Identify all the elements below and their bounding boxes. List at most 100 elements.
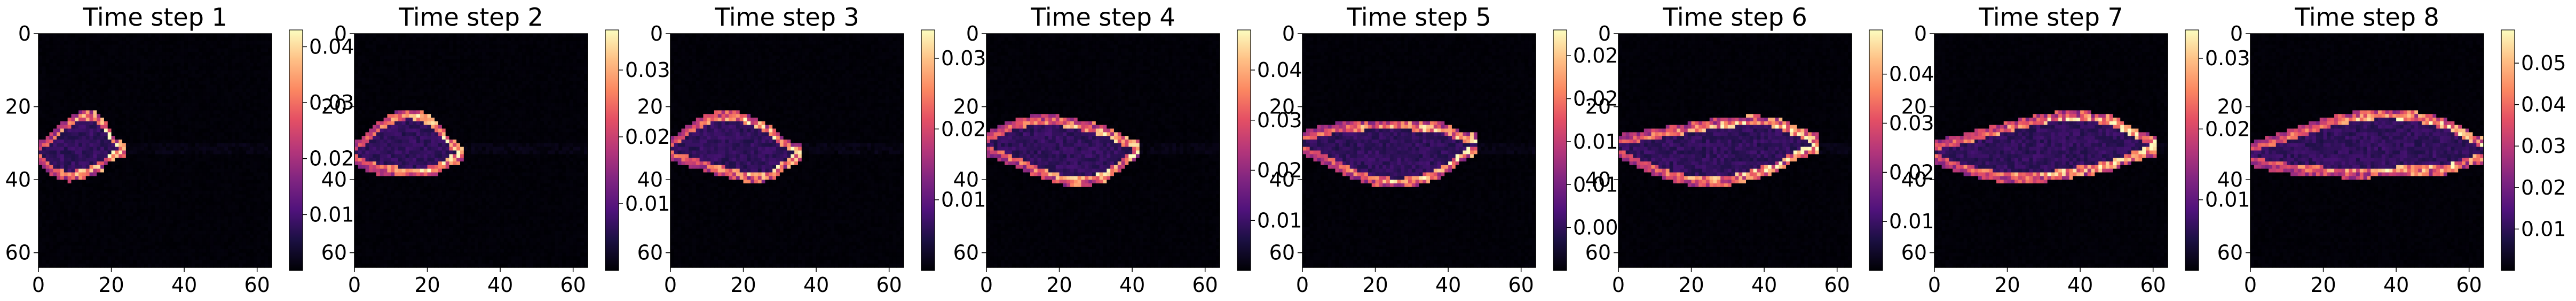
heatmap-cell (191, 146, 196, 151)
heatmap-cell (60, 106, 65, 111)
heatmap-cell (180, 55, 185, 60)
heatmap-cell (220, 158, 225, 162)
heatmap-cell (202, 227, 207, 231)
heatmap-cell (260, 52, 265, 56)
heatmap-cell (562, 74, 566, 78)
heatmap-cell (129, 198, 134, 202)
heatmap-cell (260, 242, 265, 246)
heatmap-cell (38, 154, 43, 158)
heatmap-cell (38, 168, 43, 173)
heatmap-cell (253, 48, 258, 52)
heatmap-cell (562, 66, 566, 71)
heatmap-cell (75, 146, 79, 151)
heatmap-cell (122, 92, 127, 96)
heatmap-cell (361, 44, 366, 49)
heatmap-cell (253, 238, 258, 242)
heatmap-cell (85, 146, 90, 151)
heatmap-cell (518, 55, 523, 60)
heatmap-cell (115, 125, 119, 129)
heatmap-cell (42, 190, 46, 195)
heatmap-cell (173, 70, 178, 74)
heatmap-cell (82, 220, 86, 224)
heatmap-cell (228, 158, 232, 162)
heatmap-cell (369, 44, 373, 49)
heatmap-cell (122, 44, 127, 49)
heatmap-cell (471, 81, 475, 86)
heatmap-cell (93, 106, 97, 111)
heatmap-cell (242, 106, 247, 111)
heatmap-cell (85, 63, 90, 67)
heatmap-cell (42, 209, 46, 213)
heatmap-cell (391, 41, 395, 45)
heatmap-cell (242, 245, 247, 250)
heatmap-cell (115, 37, 119, 42)
heatmap-cell (60, 70, 65, 74)
heatmap-cell (115, 220, 119, 224)
heatmap-cell (177, 216, 181, 220)
heatmap-cell (184, 37, 188, 42)
heatmap-cell (162, 187, 167, 191)
heatmap-cell (115, 92, 119, 96)
heatmap-cell (173, 150, 178, 155)
heatmap-cell (503, 63, 508, 67)
heatmap-cell (358, 63, 362, 67)
heatmap-cell (49, 249, 53, 253)
heatmap-cell (250, 154, 254, 158)
heatmap-cell (511, 41, 516, 45)
heatmap-cell (518, 66, 523, 71)
heatmap-cell (129, 238, 134, 242)
heatmap-cell (569, 63, 574, 67)
heatmap-cell (391, 81, 395, 86)
heatmap-cell (71, 190, 75, 195)
heatmap-cell (75, 187, 79, 191)
heatmap-cell (365, 66, 369, 71)
heatmap-cell (456, 55, 461, 60)
heatmap-cell (199, 252, 203, 257)
heatmap-cell (147, 121, 152, 126)
heatmap-cell (257, 165, 262, 169)
heatmap-cell (515, 74, 519, 78)
heatmap-cell (129, 216, 134, 220)
heatmap-cell (268, 252, 272, 257)
heatmap-cell (140, 194, 145, 198)
heatmap-cell (85, 256, 90, 260)
heatmap-cell (162, 63, 167, 67)
heatmap-cell (67, 121, 72, 126)
heatmap-cell (97, 103, 101, 107)
heatmap-cell (235, 81, 240, 86)
heatmap-cell (187, 172, 192, 176)
heatmap-cell (111, 66, 115, 71)
heatmap-cell (49, 202, 53, 206)
heatmap-cell (246, 136, 250, 140)
heatmap-cell (162, 180, 167, 184)
heatmap-cell (250, 88, 254, 92)
heatmap-cell (67, 77, 72, 82)
heatmap-cell (45, 70, 50, 74)
heatmap-cell (481, 70, 486, 74)
heatmap-cell (64, 256, 68, 260)
heatmap-cell (456, 41, 461, 45)
heatmap-cell (133, 55, 137, 60)
heatmap-cell (246, 81, 250, 86)
heatmap-cell (228, 165, 232, 169)
heatmap-cell (453, 74, 457, 78)
heatmap-cell (202, 63, 207, 67)
heatmap-cell (107, 245, 112, 250)
heatmap-cell (250, 48, 254, 52)
heatmap-cell (89, 209, 94, 213)
heatmap-cell (268, 66, 272, 71)
heatmap-cell (213, 136, 218, 140)
heatmap-cell (111, 183, 115, 188)
heatmap-cell (82, 92, 86, 96)
heatmap-cell (115, 44, 119, 49)
heatmap-cell (67, 150, 72, 155)
heatmap-cell (224, 99, 228, 104)
heatmap-cell (151, 165, 156, 169)
heatmap-cell (202, 55, 207, 60)
heatmap-cell (155, 198, 159, 202)
heatmap-cell (242, 66, 247, 71)
heatmap-cell (165, 260, 170, 264)
heatmap-cell (187, 190, 192, 195)
heatmap-cell (209, 96, 214, 100)
heatmap-cell (187, 209, 192, 213)
